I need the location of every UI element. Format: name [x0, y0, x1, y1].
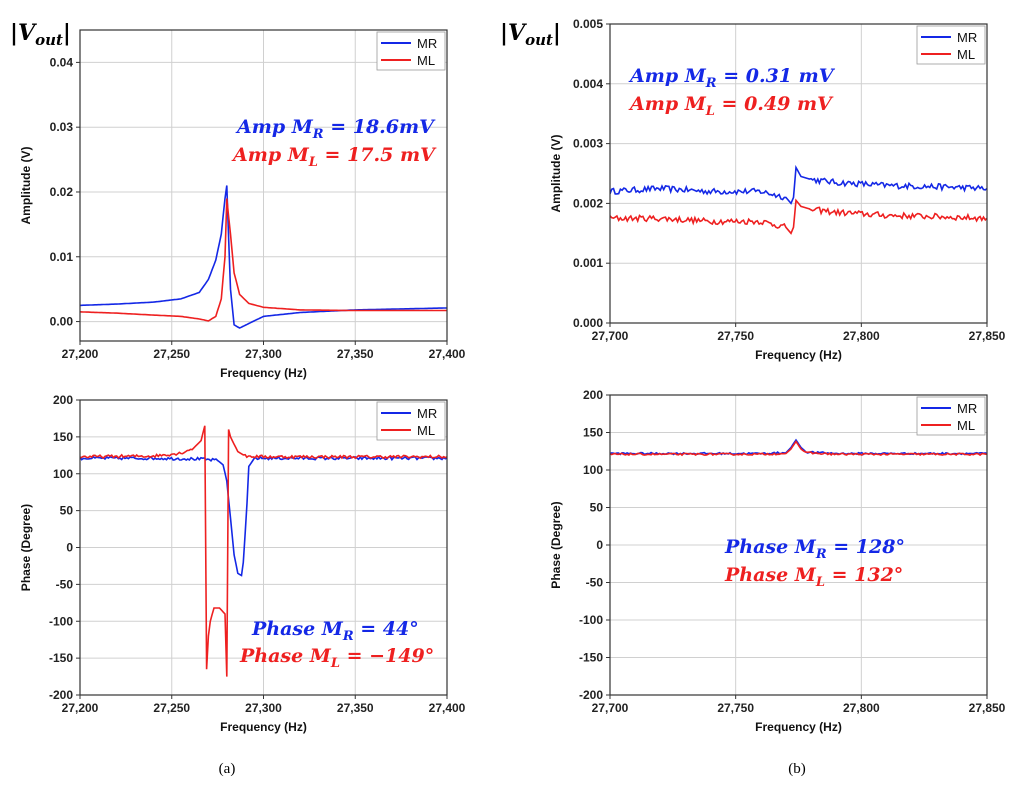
- x-tick-label: 27,850: [969, 329, 1006, 343]
- x-tick-label: 27,350: [337, 701, 374, 715]
- x-tick-label: 27,250: [153, 701, 190, 715]
- vout-label: |Vout|: [10, 20, 71, 49]
- x-tick-label: 27,750: [717, 701, 754, 715]
- annotation-MR: Amp MR = 18.6mV: [235, 116, 436, 142]
- y-tick-label: 0: [596, 538, 603, 552]
- x-tick-label: 27,750: [717, 329, 754, 343]
- y-tick-label: 0.04: [50, 55, 74, 69]
- y-axis-label: Phase (Degree): [549, 501, 563, 588]
- legend-label-ML: ML: [417, 53, 435, 68]
- y-tick-label: -50: [586, 576, 604, 590]
- y-tick-label: 0.003: [573, 137, 603, 151]
- y-tick-label: 150: [53, 430, 73, 444]
- y-tick-label: 0.004: [573, 77, 603, 91]
- y-tick-label: -100: [579, 613, 603, 627]
- legend-label-MR: MR: [417, 36, 437, 51]
- x-tick-label: 27,700: [592, 329, 629, 343]
- annotation-ML: Phase ML = 132°: [724, 564, 903, 590]
- y-tick-label: 0.002: [573, 196, 603, 210]
- x-tick-label: 27,850: [969, 701, 1006, 715]
- legend-label-MR: MR: [417, 406, 437, 421]
- series-line-MR: [610, 438, 987, 456]
- y-tick-label: 100: [583, 463, 603, 477]
- legend-label-ML: ML: [957, 418, 975, 433]
- x-tick-label: 27,300: [245, 347, 282, 361]
- series-line-ML: [80, 198, 447, 322]
- x-tick-label: 27,300: [245, 701, 282, 715]
- y-tick-label: -200: [49, 688, 73, 702]
- x-tick-label: 27,200: [62, 347, 99, 361]
- y-tick-label: 0.00: [50, 315, 74, 329]
- y-axis-label: Phase (Degree): [19, 504, 33, 591]
- y-tick-label: -50: [56, 577, 74, 591]
- chart-a-bottom: 27,200 27,250 27,300 27,350 27,400 -200 -150 -1…: [19, 393, 466, 734]
- y-tick-label: 150: [583, 426, 603, 440]
- y-tick-label: 50: [60, 504, 74, 518]
- x-axis-label: Frequency (Hz): [220, 366, 307, 380]
- y-tick-label: 0: [66, 541, 73, 555]
- series-line-ML: [610, 440, 987, 457]
- chart-a-top: 27,200 27,250 27,300 27,350 27,400 0.00 0.01 0.…: [19, 29, 466, 380]
- y-tick-label: 0.01: [50, 250, 74, 264]
- annotation-ML: Amp ML = 17.5 mV: [231, 144, 437, 170]
- y-tick-label: 0.02: [50, 185, 74, 199]
- y-tick-label: 50: [590, 501, 604, 515]
- y-tick-label: 0.001: [573, 256, 603, 270]
- annotation-ML: Amp ML = 0.49 mV: [628, 93, 834, 119]
- y-axis-label: Amplitude (V): [19, 147, 33, 225]
- series-line-MR: [610, 164, 987, 205]
- y-tick-label: -100: [49, 614, 73, 628]
- y-tick-label: 0.03: [50, 120, 74, 134]
- y-tick-label: -150: [49, 651, 73, 665]
- chart-b-bottom: 27,700 27,750 27,800 27,850 -200 -150 -100 -50 0…: [549, 388, 1006, 734]
- annotation-MR: Phase MR = 128°: [724, 536, 905, 562]
- plot-frame: [609, 23, 988, 324]
- legend-box: [916, 25, 986, 65]
- legend-label-MR: MR: [957, 30, 977, 45]
- x-tick-label: 27,700: [592, 701, 629, 715]
- series-line-ML: [610, 198, 987, 235]
- x-axis-label: Frequency (Hz): [755, 720, 842, 734]
- y-tick-label: -200: [579, 688, 603, 702]
- series-line-MR: [80, 185, 447, 329]
- y-tick-label: -150: [579, 651, 603, 665]
- legend-box: [916, 396, 986, 436]
- x-tick-label: 27,250: [153, 347, 190, 361]
- y-tick-label: 200: [583, 388, 603, 402]
- vout-label: |Vout|: [500, 20, 561, 49]
- x-tick-label: 27,400: [429, 347, 466, 361]
- x-axis-label: Frequency (Hz): [755, 348, 842, 362]
- y-tick-label: 0.005: [573, 17, 603, 31]
- y-tick-label: 100: [53, 467, 73, 481]
- legend-label-ML: ML: [957, 47, 975, 62]
- legend-box: [376, 401, 446, 441]
- chart-b-top: 27,700 27,750 27,800 27,850 0.000 0.001 0.002 0…: [549, 17, 1006, 362]
- x-axis-label: Frequency (Hz): [220, 720, 307, 734]
- legend-label-ML: ML: [417, 423, 435, 438]
- series-line-ML: [80, 425, 447, 677]
- legend-box: [376, 31, 446, 71]
- x-tick-label: 27,350: [337, 347, 374, 361]
- x-tick-label: 27,400: [429, 701, 466, 715]
- annotation-MR: Phase MR = 44°: [251, 618, 419, 644]
- legend-label-MR: MR: [957, 401, 977, 416]
- panel-caption: (a): [219, 761, 236, 777]
- x-tick-label: 27,200: [62, 701, 99, 715]
- panel-caption: (b): [788, 761, 806, 777]
- annotation-ML: Phase ML = −149°: [239, 645, 434, 671]
- series-line-MR: [80, 455, 447, 577]
- x-tick-label: 27,800: [843, 329, 880, 343]
- y-tick-label: 200: [53, 393, 73, 407]
- x-tick-label: 27,800: [843, 701, 880, 715]
- annotation-MR: Amp MR = 0.31 mV: [628, 65, 836, 91]
- y-axis-label: Amplitude (V): [549, 135, 563, 213]
- y-tick-label: 0.000: [573, 316, 603, 330]
